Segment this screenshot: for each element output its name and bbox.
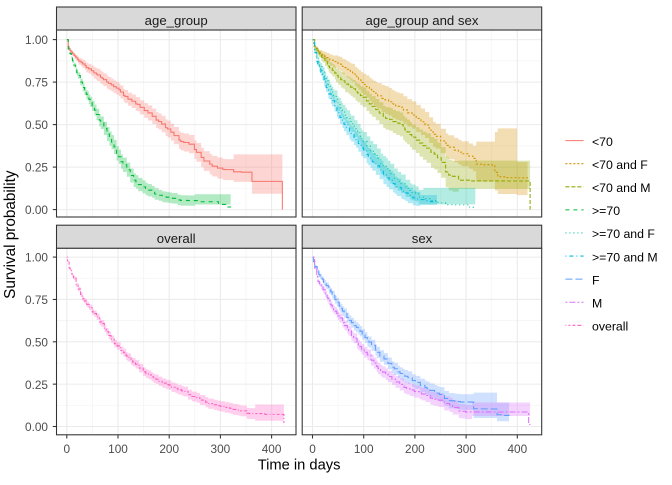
svg-text:age_group: age_group bbox=[145, 13, 208, 28]
svg-text:0: 0 bbox=[309, 442, 316, 456]
svg-text:<70: <70 bbox=[592, 135, 613, 149]
svg-text:0.75: 0.75 bbox=[25, 293, 48, 307]
svg-text:1.00: 1.00 bbox=[25, 251, 48, 265]
svg-text:400: 400 bbox=[262, 442, 282, 456]
svg-text:0.00: 0.00 bbox=[25, 420, 48, 434]
svg-text:>=70 and M: >=70 and M bbox=[592, 250, 658, 264]
svg-text:200: 200 bbox=[405, 442, 425, 456]
svg-text:>=70 and F: >=70 and F bbox=[592, 227, 655, 241]
svg-text:0.75: 0.75 bbox=[25, 76, 48, 90]
svg-text:<70 and M: <70 and M bbox=[592, 181, 650, 195]
svg-text:0.50: 0.50 bbox=[25, 335, 48, 349]
svg-text:0: 0 bbox=[64, 442, 71, 456]
svg-text:400: 400 bbox=[507, 442, 527, 456]
svg-text:0.00: 0.00 bbox=[25, 203, 48, 217]
svg-text:0.25: 0.25 bbox=[25, 378, 48, 392]
svg-text:1.00: 1.00 bbox=[25, 33, 48, 47]
svg-text:M: M bbox=[592, 296, 602, 310]
svg-text:sex: sex bbox=[412, 231, 433, 246]
svg-text:F: F bbox=[592, 273, 600, 287]
svg-text:age_group and sex: age_group and sex bbox=[366, 13, 479, 28]
svg-text:<70 and F: <70 and F bbox=[592, 158, 648, 172]
svg-text:200: 200 bbox=[159, 442, 179, 456]
svg-text:0.50: 0.50 bbox=[25, 118, 48, 132]
svg-text:overall: overall bbox=[157, 231, 196, 246]
svg-text:100: 100 bbox=[108, 442, 128, 456]
svg-text:100: 100 bbox=[354, 442, 374, 456]
svg-text:0.25: 0.25 bbox=[25, 161, 48, 175]
svg-text:Time in days: Time in days bbox=[258, 457, 341, 473]
svg-text:300: 300 bbox=[211, 442, 231, 456]
svg-text:>=70: >=70 bbox=[592, 204, 620, 218]
svg-text:300: 300 bbox=[456, 442, 476, 456]
svg-text:Survival probability: Survival probability bbox=[2, 170, 19, 299]
svg-text:overall: overall bbox=[592, 320, 628, 334]
